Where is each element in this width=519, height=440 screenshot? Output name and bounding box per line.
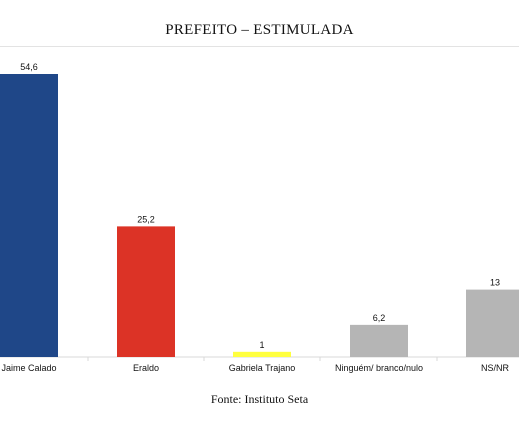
chart-title: PREFEITO – ESTIMULADA xyxy=(165,22,354,38)
data-label: 6,2 xyxy=(373,313,386,323)
data-label: 54,6 xyxy=(20,62,38,72)
bar xyxy=(117,226,175,357)
category-label: NS/NR xyxy=(481,363,510,373)
category-label: Jaime Calado xyxy=(1,363,56,373)
bar xyxy=(233,351,291,357)
category-label: Eraldo xyxy=(133,363,159,373)
data-label: 13 xyxy=(490,278,500,288)
category-label: Ninguém/ branco/nulo xyxy=(335,363,423,373)
category-label: Gabriela Trajano xyxy=(229,363,296,373)
bar xyxy=(466,289,519,357)
bar xyxy=(0,74,58,357)
chart-source: Fonte: Instituto Seta xyxy=(210,392,309,406)
title-divider xyxy=(0,46,519,47)
data-label: 25,2 xyxy=(137,214,155,224)
bar xyxy=(350,324,408,357)
data-label: 1 xyxy=(259,340,264,350)
